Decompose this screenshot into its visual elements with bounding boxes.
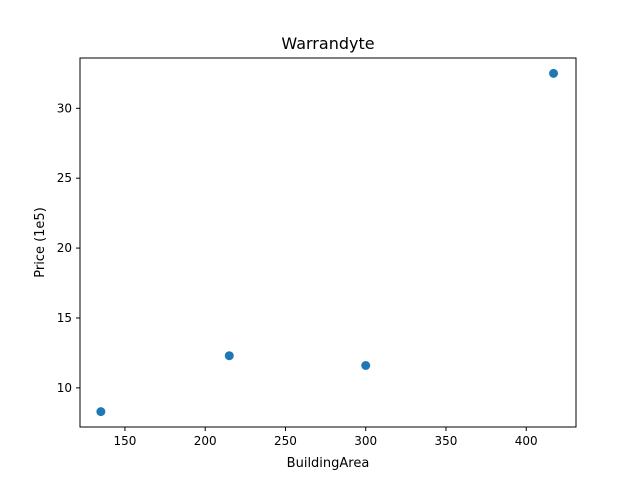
y-tick-label: 15 bbox=[57, 311, 72, 325]
x-tick-label: 250 bbox=[274, 434, 297, 448]
x-axis-ticks: 150 200 250 300 350 400 bbox=[113, 427, 538, 448]
scatter-point bbox=[361, 361, 371, 370]
x-tick-label: 400 bbox=[515, 434, 538, 448]
y-tick-label: 20 bbox=[57, 241, 72, 255]
scatter-point bbox=[96, 407, 106, 417]
y-tick-label: 10 bbox=[57, 381, 72, 395]
x-axis-label: BuildingArea bbox=[287, 456, 370, 471]
data-points bbox=[96, 68, 559, 417]
y-tick-label: 25 bbox=[57, 171, 72, 185]
y-tick-label: 30 bbox=[57, 101, 72, 115]
scatter-point bbox=[549, 68, 559, 78]
x-tick-label: 350 bbox=[435, 434, 458, 448]
scatter-point bbox=[224, 351, 234, 361]
plot-area-frame bbox=[79, 57, 577, 428]
x-tick-label: 200 bbox=[194, 434, 217, 448]
y-axis-label: Price (1e5) bbox=[33, 207, 48, 278]
y-axis-ticks: 10 15 20 25 30 bbox=[57, 101, 80, 395]
x-tick-label: 300 bbox=[354, 434, 377, 448]
chart-title: Warrandyte bbox=[281, 34, 374, 53]
x-tick-label: 150 bbox=[113, 434, 136, 448]
